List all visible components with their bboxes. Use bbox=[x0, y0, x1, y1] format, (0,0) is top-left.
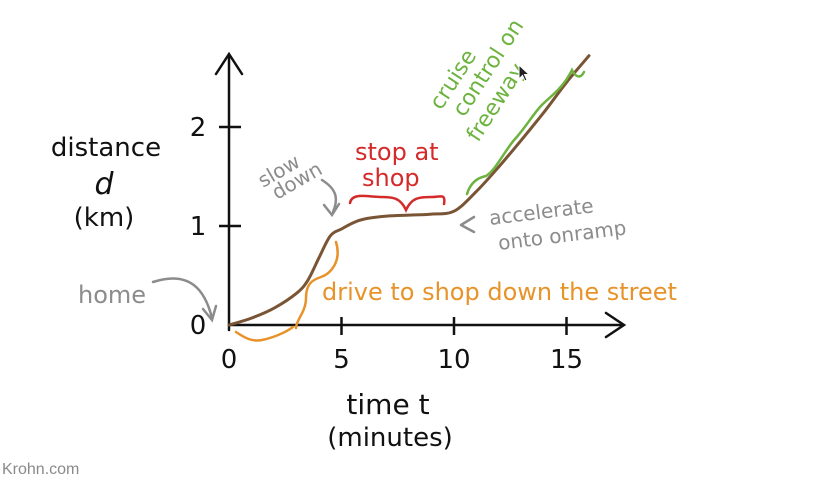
data-points bbox=[227, 54, 591, 327]
watermark-text: Krohn.com bbox=[2, 461, 80, 478]
annotation-accelerate: accelerate onto onramp bbox=[459, 193, 628, 255]
axes bbox=[214, 51, 627, 339]
x-tick-label: 15 bbox=[550, 345, 583, 375]
data-point bbox=[497, 165, 501, 168]
annotation-stop-line1: stop at bbox=[355, 138, 439, 166]
y-axis-title-line2: d bbox=[94, 167, 114, 202]
annotation-home-label: home bbox=[78, 281, 146, 309]
data-point bbox=[272, 306, 276, 310]
data-point bbox=[227, 323, 231, 327]
annotation-slow-down-arrow bbox=[320, 178, 341, 218]
x-tick-label: 0 bbox=[221, 345, 238, 375]
data-point bbox=[351, 221, 354, 225]
mouse-pointer-icon bbox=[518, 64, 530, 82]
annotation-drive: drive to shop down the street bbox=[234, 240, 677, 342]
x-axis-title: time t (minutes) bbox=[327, 388, 453, 453]
annotation-stop-at-shop: stop at shop bbox=[348, 138, 446, 213]
annotation-drive-brace-bottom bbox=[234, 325, 295, 342]
data-point bbox=[587, 54, 591, 57]
y-axis-title-line3: (km) bbox=[74, 203, 135, 233]
data-point bbox=[295, 292, 298, 295]
x-axis-arrow bbox=[604, 311, 627, 339]
annotation-drive-label: drive to shop down the street bbox=[322, 278, 677, 306]
annotation-stop-brace bbox=[348, 194, 446, 213]
y-tick-label: 1 bbox=[190, 212, 207, 242]
ticks: 0 5 10 15 0 1 2 bbox=[190, 113, 583, 375]
data-point bbox=[329, 234, 332, 238]
data-point bbox=[520, 138, 523, 142]
annotation-home-arrow bbox=[151, 277, 218, 323]
data-point bbox=[430, 212, 433, 216]
annotation-cruise: cruise control on freeway bbox=[425, 15, 586, 196]
y-tick-label: 0 bbox=[190, 311, 207, 341]
data-point bbox=[385, 214, 388, 218]
annotation-accelerate-arrow bbox=[459, 215, 476, 234]
y-axis-arrow bbox=[214, 51, 244, 76]
x-axis-title-line2: (minutes) bbox=[327, 423, 453, 453]
y-axis-title: distance d (km) bbox=[51, 133, 161, 233]
annotation-cruise-brace bbox=[465, 67, 586, 196]
data-point bbox=[250, 316, 253, 320]
y-axis-title-line1: distance bbox=[51, 133, 161, 163]
annotation-stop-line2: shop bbox=[362, 164, 420, 192]
series-line-distance bbox=[227, 54, 591, 327]
x-tick-label: 5 bbox=[333, 345, 350, 375]
x-tick-label: 10 bbox=[437, 345, 470, 375]
annotation-home: home bbox=[78, 277, 218, 323]
data-point bbox=[475, 190, 478, 193]
data-point bbox=[362, 217, 366, 221]
x-axis-title-line1: time t bbox=[346, 388, 429, 421]
y-tick-label: 2 bbox=[190, 113, 207, 143]
data-point bbox=[542, 110, 546, 114]
data-point bbox=[306, 279, 309, 282]
data-point bbox=[317, 256, 321, 259]
data-point bbox=[340, 227, 343, 231]
annotation-drive-brace-vertical bbox=[294, 240, 339, 330]
data-point bbox=[452, 209, 456, 213]
annotation-slow-down: slow down bbox=[254, 149, 341, 218]
data-point bbox=[407, 213, 411, 217]
